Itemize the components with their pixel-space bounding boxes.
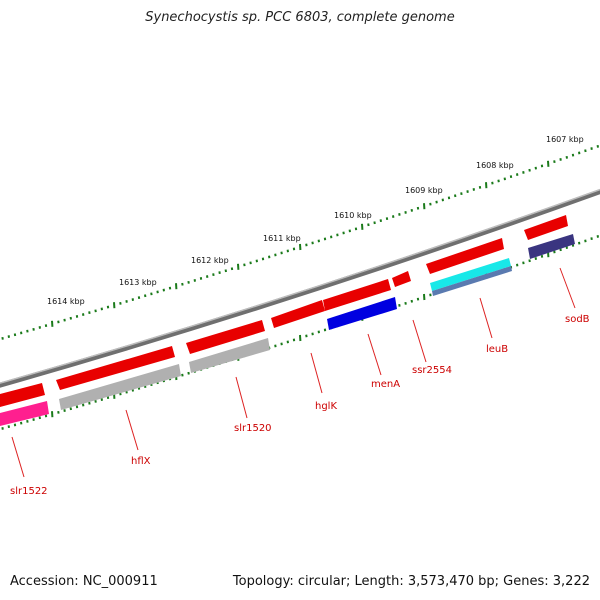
leader-slr1520 [235,376,248,419]
scale-label-1610: 1610 kbp [334,211,372,220]
forward-strand-genes [0,215,568,407]
scale-label-1612: 1612 kbp [191,256,229,265]
gene-label-ssr2554: ssr2554 [412,365,452,376]
gene-label-leuB: leuB [486,344,508,355]
label-leader-lines [11,267,576,478]
leader-leuB [479,297,493,339]
genome-backbone-highlight [0,188,600,384]
scale-label-1611: 1611 kbp [263,234,301,243]
gene-label-menA: menA [371,379,400,390]
gene-sodB-reverse[interactable] [528,234,575,259]
outer-scale-ticks [1,144,599,340]
gene-sodB-forward[interactable] [524,215,568,240]
gene-slr1522-forward[interactable] [0,383,45,407]
gene-menA-reverse[interactable] [327,297,397,330]
leader-menA [367,333,382,376]
gene-label-hglK: hglK [315,401,337,412]
gene-leuB-steel[interactable] [432,266,512,296]
gene-label-slr1520: slr1520 [234,423,272,434]
reverse-strand-genes [0,234,575,426]
leader-sodB [559,267,576,309]
genome-backbone [0,188,600,388]
gene-label-hflX: hflX [131,456,151,467]
map-title: Synechocystis sp. PCC 6803, complete gen… [145,10,455,25]
gene-leuB-forward[interactable] [426,238,504,274]
gene-slr1520-reverse[interactable] [189,338,270,373]
scale-label-1613: 1613 kbp [119,278,157,287]
gene-menA-forward[interactable] [323,279,391,311]
accession-text: Accession: NC_000911 [10,574,158,589]
leader-ssr2554 [412,319,427,363]
gene-hglK-forward[interactable] [271,300,325,328]
topology-text: Topology: circular; Length: 3,573,470 bp… [232,574,590,589]
gene-ssr2554-forward[interactable] [392,271,411,287]
gene-label-sodB: sodB [565,314,590,325]
scale-labels: 1607 kbp 1608 kbp 1609 kbp 1610 kbp 1611… [47,135,584,306]
scale-label-1608: 1608 kbp [476,161,514,170]
gene-hflX-reverse[interactable] [59,364,181,410]
scale-label-1614: 1614 kbp [47,297,85,306]
gene-hflX-forward[interactable] [56,346,175,390]
scale-label-1607: 1607 kbp [546,135,584,144]
gene-leuB-cyan[interactable] [430,258,511,291]
leader-hflX [125,409,139,451]
gene-labels: sodB leuB ssr2554 menA hglK slr1520 hflX… [10,314,590,497]
gene-slr1520-forward[interactable] [186,320,265,354]
gene-slr1522-reverse[interactable] [0,401,49,426]
leader-hglK [310,352,323,394]
gene-label-slr1522: slr1522 [10,486,48,497]
scale-label-1609: 1609 kbp [405,186,443,195]
leader-slr1522 [11,436,25,478]
